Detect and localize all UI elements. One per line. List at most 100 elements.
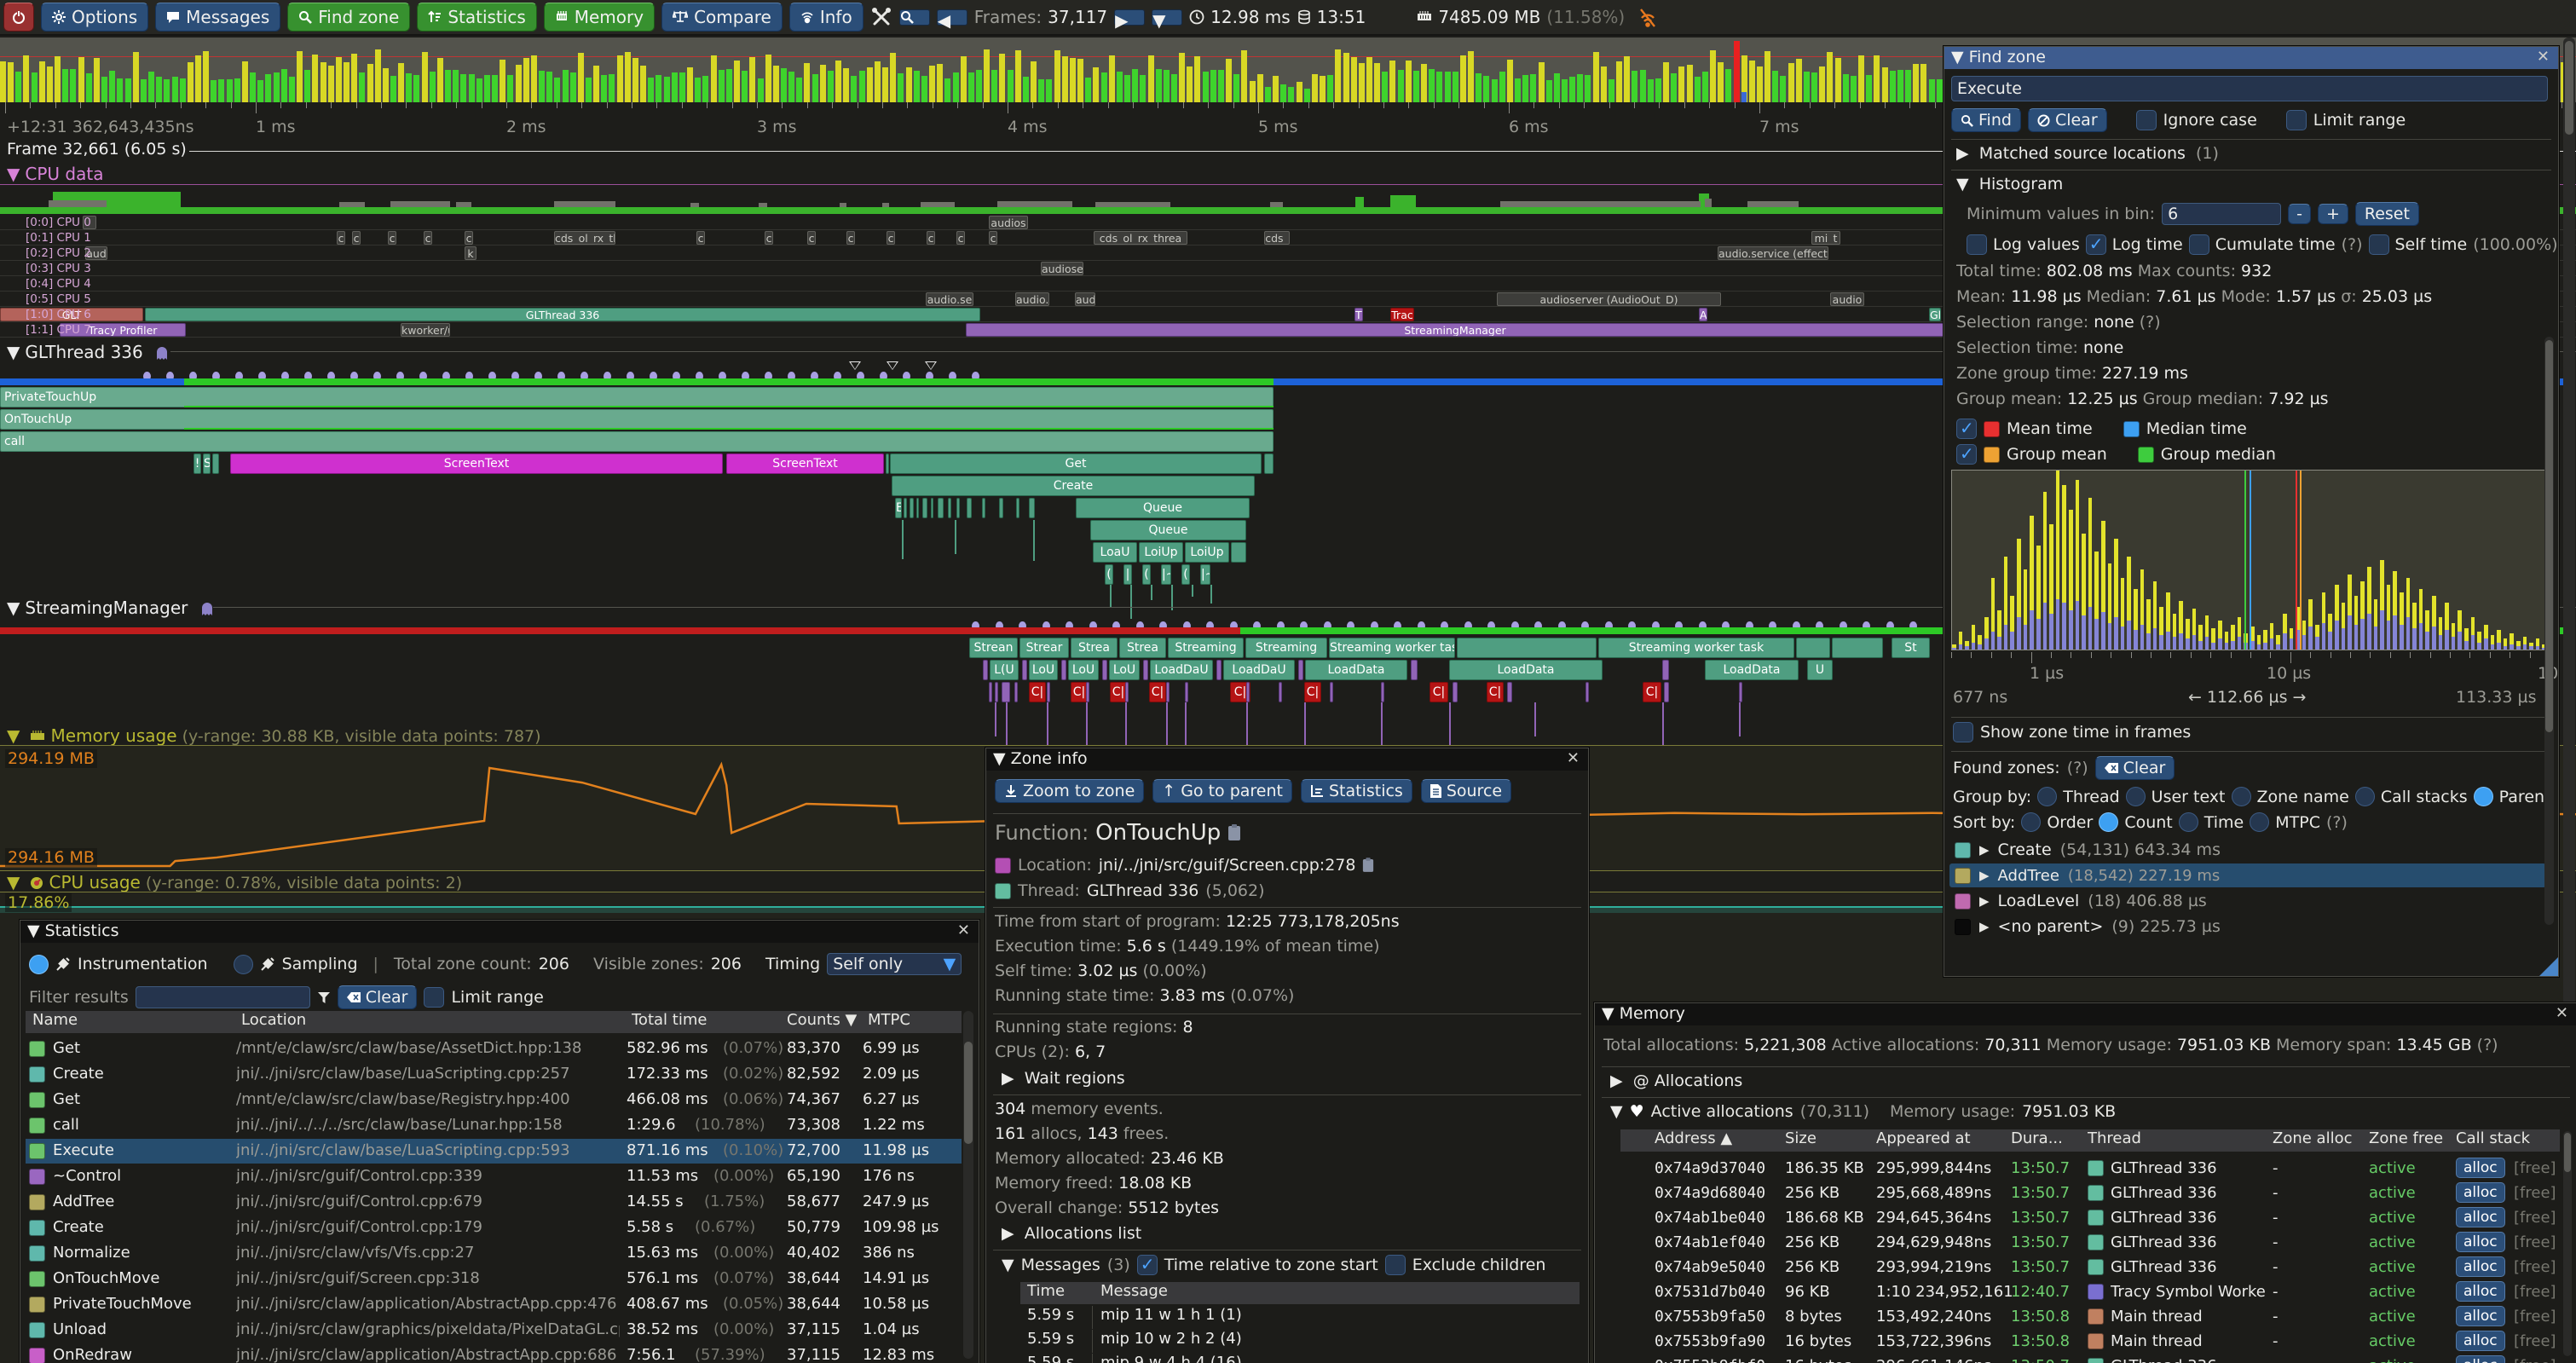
frame-bar[interactable] bbox=[101, 77, 107, 102]
zone[interactable] bbox=[1662, 660, 1669, 680]
sample-dot[interactable] bbox=[1652, 621, 1660, 631]
zone[interactable]: C| bbox=[1149, 682, 1166, 702]
log-time-checkbox[interactable] bbox=[2086, 234, 2106, 255]
zone[interactable]: ( bbox=[1181, 564, 1190, 585]
sample-dot[interactable] bbox=[1675, 621, 1683, 631]
zone[interactable]: ( bbox=[1142, 564, 1151, 585]
frame-bar[interactable] bbox=[1038, 79, 1044, 102]
frame-bar[interactable] bbox=[507, 75, 513, 102]
sample-dot[interactable] bbox=[926, 372, 933, 381]
zone[interactable]: Streaming bbox=[1168, 638, 1244, 658]
frame-bar[interactable] bbox=[1148, 55, 1154, 102]
frame-bar[interactable] bbox=[1132, 69, 1138, 102]
mem-col-zone-alloc[interactable]: Zone alloc bbox=[2273, 1129, 2353, 1147]
frame-bar[interactable] bbox=[1351, 57, 1357, 102]
frame-bar[interactable] bbox=[1725, 69, 1731, 102]
table-row[interactable]: PrivateTouchMovejni/../jni/src/claw/appl… bbox=[26, 1292, 962, 1317]
frame-bar[interactable] bbox=[304, 70, 310, 102]
cpu-zone[interactable]: k bbox=[465, 246, 477, 260]
frame-bar[interactable] bbox=[898, 73, 904, 102]
sample-dot[interactable] bbox=[834, 372, 841, 381]
frame-bar[interactable] bbox=[500, 60, 505, 102]
frame-bar[interactable] bbox=[609, 74, 615, 102]
zone[interactable] bbox=[1453, 682, 1458, 702]
frame-bar[interactable] bbox=[62, 69, 68, 102]
zoom-search-button[interactable] bbox=[899, 9, 930, 26]
frame-bar[interactable] bbox=[944, 78, 950, 102]
frame-bar[interactable] bbox=[1772, 71, 1778, 102]
sample-dot[interactable] bbox=[143, 372, 151, 381]
frame-bar[interactable] bbox=[804, 63, 810, 102]
log-values-checkbox[interactable] bbox=[1967, 234, 1987, 255]
sample-dot[interactable] bbox=[1159, 621, 1167, 631]
close-icon[interactable]: ✕ bbox=[2556, 1004, 2568, 1022]
frame-bar[interactable] bbox=[1624, 56, 1630, 102]
sample-dot[interactable] bbox=[1253, 621, 1261, 631]
frame-bar[interactable] bbox=[430, 72, 436, 102]
zone[interactable] bbox=[916, 498, 919, 518]
table-row[interactable]: Get/mnt/e/claw/src/claw/base/Registry.hp… bbox=[26, 1088, 962, 1112]
table-row[interactable]: OnRedrawjni/../jni/src/claw/application/… bbox=[26, 1343, 962, 1363]
table-row[interactable]: AddTreejni/../jni/src/guif/Control.cpp:6… bbox=[26, 1190, 962, 1215]
frame-bar[interactable] bbox=[344, 62, 349, 102]
stats-col-location[interactable]: Location bbox=[241, 1011, 306, 1029]
cpu-zone[interactable]: c bbox=[807, 231, 816, 245]
sample-dot[interactable] bbox=[557, 372, 565, 381]
frame-bar[interactable] bbox=[742, 71, 748, 102]
sample-dot[interactable] bbox=[1371, 621, 1378, 631]
find-zone-scrollbar[interactable] bbox=[2544, 337, 2554, 925]
allocation-row[interactable]: 0x74a9d37040186.35 KB295,999,844ns13:50.… bbox=[1620, 1157, 2558, 1181]
frame-bar[interactable] bbox=[1304, 89, 1310, 102]
sample-dot[interactable] bbox=[1066, 621, 1073, 631]
frame-bar[interactable] bbox=[1851, 76, 1857, 102]
table-row[interactable]: Get/mnt/e/claw/src/claw/base/AssetDict.h… bbox=[26, 1037, 962, 1061]
frame-bar[interactable] bbox=[961, 56, 967, 102]
cpu-zone[interactable]: cds_ol_rx_thr bbox=[554, 231, 615, 245]
frame-bar[interactable] bbox=[1546, 80, 1552, 102]
zone[interactable] bbox=[948, 498, 951, 518]
zone[interactable] bbox=[1330, 682, 1333, 702]
zone[interactable] bbox=[982, 498, 985, 518]
frame-bar[interactable] bbox=[719, 70, 725, 102]
frame-bar[interactable] bbox=[1187, 66, 1193, 102]
frame-bar[interactable] bbox=[39, 61, 45, 102]
frame-bar[interactable] bbox=[586, 78, 592, 102]
sample-dot[interactable] bbox=[996, 621, 1003, 631]
frame-bar[interactable] bbox=[1483, 76, 1489, 102]
frame-bar[interactable] bbox=[1937, 79, 1943, 102]
cpu-zone[interactable]: c bbox=[765, 231, 773, 245]
table-row[interactable]: Createjni/../jni/src/claw/base/LuaScript… bbox=[26, 1062, 962, 1087]
sample-dot[interactable] bbox=[304, 372, 312, 381]
frame-bar[interactable] bbox=[1194, 56, 1200, 102]
table-row[interactable]: Createjni/../jni/src/guif/Control.cpp:17… bbox=[26, 1216, 962, 1240]
frame-bar[interactable] bbox=[109, 71, 115, 102]
frame-bar[interactable] bbox=[1312, 74, 1318, 102]
frame-bar[interactable] bbox=[125, 78, 131, 102]
frame-bar[interactable] bbox=[563, 70, 569, 102]
message-row[interactable]: 5.59 smip 9 w 4 h 4 (16) bbox=[1020, 1354, 1580, 1363]
frame-bar[interactable] bbox=[1124, 75, 1130, 102]
frame-bar[interactable] bbox=[1054, 50, 1060, 102]
frame-bar[interactable] bbox=[859, 71, 865, 102]
frame-bar[interactable] bbox=[648, 78, 654, 102]
cpu-zone[interactable]: Gl bbox=[1929, 308, 1941, 321]
frame-bar[interactable] bbox=[788, 72, 794, 102]
stats-col-name[interactable]: Name bbox=[32, 1011, 78, 1029]
frame-bar[interactable] bbox=[999, 54, 1005, 102]
frame-bar[interactable] bbox=[234, 78, 240, 102]
frame-bar[interactable] bbox=[1335, 49, 1341, 102]
frame-bar[interactable] bbox=[1757, 66, 1763, 102]
mem-col-zone-free[interactable]: Zone free bbox=[2369, 1129, 2443, 1147]
zone[interactable] bbox=[1796, 638, 1830, 658]
zone[interactable]: Strean bbox=[969, 638, 1018, 658]
frame-bar[interactable] bbox=[1522, 75, 1528, 102]
cpu-zone[interactable]: audio.se bbox=[926, 292, 973, 306]
alloc-button[interactable]: alloc bbox=[2456, 1306, 2505, 1326]
frame-bar[interactable] bbox=[1702, 72, 1708, 102]
cumulate-time-checkbox[interactable] bbox=[2189, 234, 2209, 255]
zone[interactable] bbox=[956, 498, 960, 518]
frame-bar[interactable] bbox=[1171, 74, 1177, 102]
frame-bar[interactable] bbox=[336, 57, 342, 102]
table-row[interactable]: calljni/../jni/../../../src/claw/base/Lu… bbox=[26, 1113, 962, 1138]
frame-bar[interactable] bbox=[1920, 64, 1926, 102]
